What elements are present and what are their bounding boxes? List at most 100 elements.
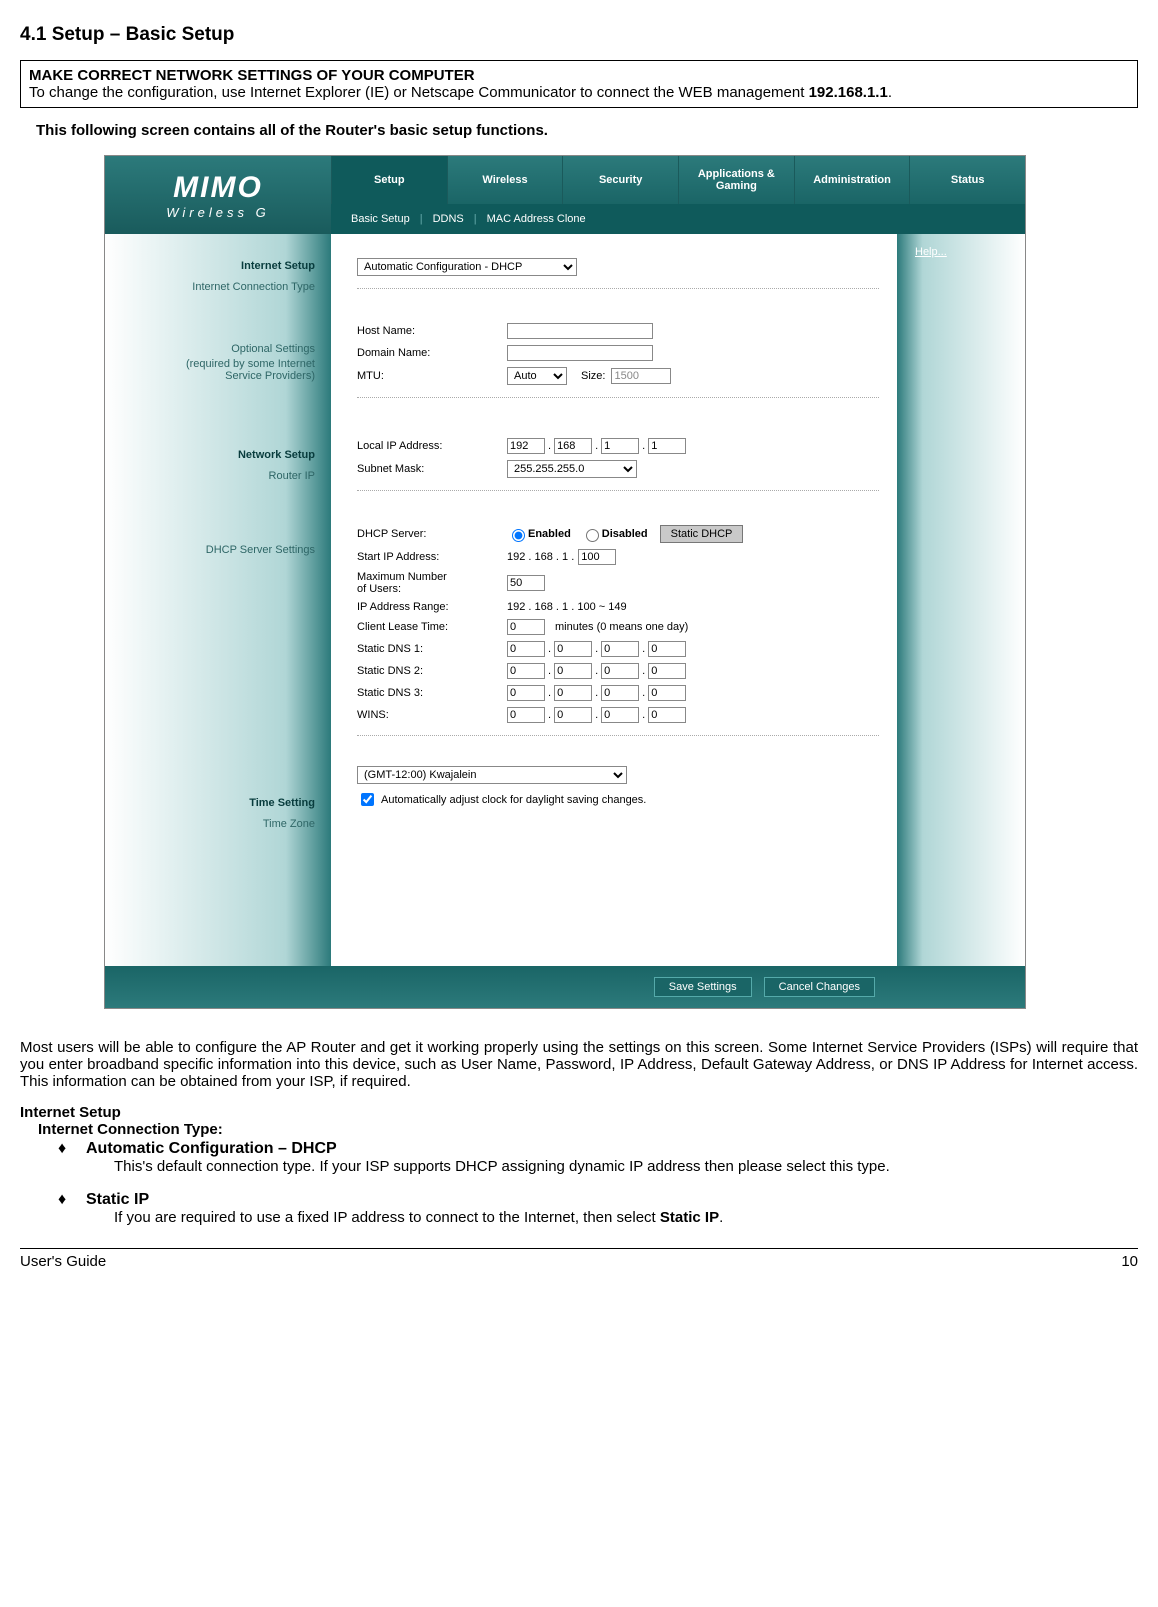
sidebar-internet-conn-type: Internet Connection Type — [105, 278, 331, 296]
timezone-select[interactable]: (GMT-12:00) Kwajalein — [357, 766, 627, 784]
dns3-d[interactable] — [648, 685, 686, 701]
bullet2-body: If you are required to use a fixed IP ad… — [114, 1209, 1138, 1226]
dns1-a[interactable] — [507, 641, 545, 657]
bullet2-title: Static IP — [86, 1191, 149, 1209]
dns3-c[interactable] — [601, 685, 639, 701]
mtu-label: MTU: — [357, 370, 507, 382]
sidebar-network-setup: Network Setup — [105, 443, 331, 467]
sidebar-dhcp-settings: DHCP Server Settings — [105, 541, 331, 559]
start-ip-input[interactable] — [578, 549, 616, 565]
dhcp-server-label: DHCP Server: — [357, 528, 507, 540]
local-ip-2[interactable] — [554, 438, 592, 454]
domain-name-label: Domain Name: — [357, 347, 507, 359]
client-lease-input[interactable] — [507, 619, 545, 635]
callout-text-a: To change the configuration, use Interne… — [29, 84, 809, 101]
sidebar-time-setting: Time Setting — [105, 791, 331, 815]
dhcp-disabled-radio[interactable] — [586, 529, 599, 542]
sidebar-router-ip: Router IP — [105, 467, 331, 485]
start-ip-label: Start IP Address: — [357, 551, 507, 563]
mtu-select[interactable]: Auto — [507, 367, 567, 385]
bullet-icon: ♦ — [58, 1191, 86, 1209]
client-lease-suffix: minutes (0 means one day) — [555, 621, 688, 633]
sidebar-time-zone: Time Zone — [105, 815, 331, 833]
internet-conn-type-select[interactable]: Automatic Configuration - DHCP — [357, 258, 577, 276]
conn-type-heading: Internet Connection Type: — [38, 1121, 1138, 1138]
sidebar-internet-setup: Internet Setup — [105, 254, 331, 278]
host-name-input[interactable] — [507, 323, 653, 339]
tab-wireless[interactable]: Wireless — [447, 156, 563, 204]
bullet1-title: Automatic Configuration – DHCP — [86, 1140, 337, 1158]
mtu-size-label: Size: — [581, 370, 605, 382]
dns2-label: Static DNS 2: — [357, 665, 507, 677]
page-heading: 4.1 Setup – Basic Setup — [20, 24, 1138, 46]
client-lease-label: Client Lease Time: — [357, 621, 507, 633]
static-dhcp-button[interactable]: Static DHCP — [660, 525, 744, 543]
logo-sub: Wireless G — [166, 205, 269, 220]
wins-d[interactable] — [648, 707, 686, 723]
dns2-c[interactable] — [601, 663, 639, 679]
tab-applications-gaming[interactable]: Applications & Gaming — [678, 156, 794, 204]
wins-a[interactable] — [507, 707, 545, 723]
callout-text-b: . — [888, 84, 892, 101]
dns2-b[interactable] — [554, 663, 592, 679]
callout-head: MAKE CORRECT NETWORK SETTINGS OF YOUR CO… — [29, 67, 1129, 84]
router-ui: MIMO Wireless G Setup Wireless Security … — [104, 155, 1026, 1009]
router-help-panel: Help... — [897, 234, 1025, 966]
dns1-d[interactable] — [648, 641, 686, 657]
router-sidebar: Internet Setup Internet Connection Type … — [105, 234, 331, 966]
dhcp-disabled-label: Disabled — [602, 528, 648, 540]
dhcp-enabled-label: Enabled — [528, 528, 571, 540]
router-logo: MIMO Wireless G — [105, 156, 331, 234]
wins-label: WINS: — [357, 709, 507, 721]
help-link[interactable]: Help... — [915, 246, 947, 258]
daylight-checkbox[interactable] — [361, 793, 374, 806]
subnet-label: Subnet Mask: — [357, 463, 507, 475]
dns2-d[interactable] — [648, 663, 686, 679]
domain-name-input[interactable] — [507, 345, 653, 361]
max-users-label: Maximum Numberof Users: — [357, 571, 507, 595]
internet-setup-heading: Internet Setup — [20, 1104, 1138, 1121]
dhcp-enabled-radio[interactable] — [512, 529, 525, 542]
local-ip-3[interactable] — [601, 438, 639, 454]
dns2-a[interactable] — [507, 663, 545, 679]
tab-status[interactable]: Status — [909, 156, 1025, 204]
tab-setup[interactable]: Setup — [331, 156, 447, 204]
sidebar-optional: Optional Settings — [105, 340, 331, 358]
intro-line: This following screen contains all of th… — [36, 122, 1138, 139]
tab-security[interactable]: Security — [562, 156, 678, 204]
ip-range-value: 192 . 168 . 1 . 100 ~ 149 — [507, 601, 627, 613]
dns3-a[interactable] — [507, 685, 545, 701]
wins-c[interactable] — [601, 707, 639, 723]
logo-big: MIMO — [173, 171, 263, 205]
local-ip-label: Local IP Address: — [357, 440, 507, 452]
tab-administration[interactable]: Administration — [794, 156, 910, 204]
router-main: Automatic Configuration - DHCP Host Name… — [331, 234, 897, 966]
mtu-size-input[interactable] — [611, 368, 671, 384]
dns1-label: Static DNS 1: — [357, 643, 507, 655]
max-users-input[interactable] — [507, 575, 545, 591]
dns1-c[interactable] — [601, 641, 639, 657]
start-ip-prefix: 192 . 168 . 1 . — [507, 551, 574, 563]
dns1-b[interactable] — [554, 641, 592, 657]
daylight-label: Automatically adjust clock for daylight … — [381, 794, 646, 806]
local-ip-4[interactable] — [648, 438, 686, 454]
subnet-select[interactable]: 255.255.255.0 — [507, 460, 637, 478]
footer-right: 10 — [1121, 1253, 1138, 1270]
callout-box: MAKE CORRECT NETWORK SETTINGS OF YOUR CO… — [20, 60, 1138, 108]
dns3-b[interactable] — [554, 685, 592, 701]
bullet1-body: This's default connection type. If your … — [114, 1158, 1138, 1175]
local-ip-1[interactable] — [507, 438, 545, 454]
sidebar-required2: Service Providers) — [105, 370, 331, 385]
paragraph-1: Most users will be able to configure the… — [20, 1039, 1138, 1090]
subtab-basic-setup[interactable]: Basic Setup — [341, 213, 420, 225]
ip-range-label: IP Address Range: — [357, 601, 507, 613]
subtab-mac-clone[interactable]: MAC Address Clone — [477, 213, 596, 225]
subtab-ddns[interactable]: DDNS — [423, 213, 474, 225]
footer-left: User's Guide — [20, 1253, 106, 1270]
dns3-label: Static DNS 3: — [357, 687, 507, 699]
bullet-icon: ♦ — [58, 1140, 86, 1158]
callout-ip: 192.168.1.1 — [809, 84, 888, 101]
cancel-changes-button[interactable]: Cancel Changes — [764, 977, 875, 997]
save-settings-button[interactable]: Save Settings — [654, 977, 752, 997]
wins-b[interactable] — [554, 707, 592, 723]
